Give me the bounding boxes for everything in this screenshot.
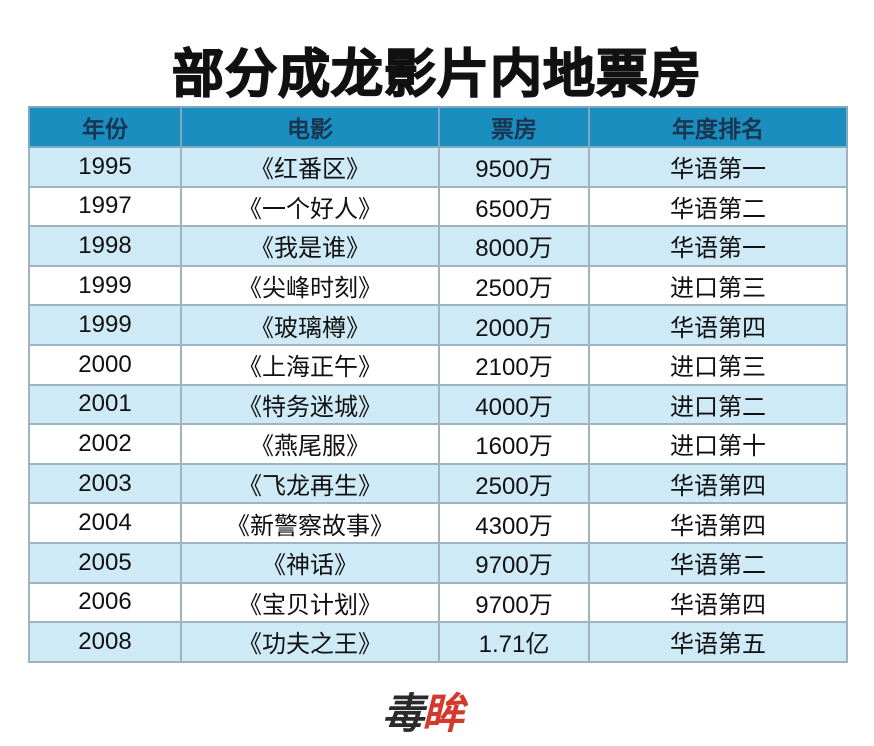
table-row: 1995 《红番区》 9500万 华语第一 [28,146,848,188]
table-row: 2005 《神话》 9700万 华语第二 [28,541,848,584]
cell-rank: 华语第四 [588,502,848,544]
header-rank: 年度排名 [588,106,848,148]
cell-year: 2006 [28,581,182,624]
cell-year: 2000 [28,343,182,386]
table-row: 1999 《玻璃樽》 2000万 华语第四 [28,304,848,346]
cell-year: 1999 [28,304,182,346]
cell-box-office: 9500万 [438,146,590,188]
cell-box-office: 9700万 [438,581,590,624]
cell-rank: 进口第十 [588,423,848,465]
header-year: 年份 [28,106,182,148]
cell-film: 《我是谁》 [180,225,440,267]
cell-film: 《玻璃樽》 [180,304,440,346]
cell-box-office: 2100万 [438,343,590,386]
cell-film: 《燕尾服》 [180,423,440,465]
cell-box-office: 9700万 [438,541,590,584]
table-row: 1997 《一个好人》 6500万 华语第二 [28,185,848,228]
cell-year: 1998 [28,225,182,267]
cell-box-office: 2000万 [438,304,590,346]
table-row: 2000 《上海正午》 2100万 进口第三 [28,343,848,386]
cell-film: 《特务迷城》 [180,383,440,426]
cell-rank: 华语第五 [588,621,848,663]
cell-year: 1999 [28,264,182,307]
cell-box-office: 4300万 [438,502,590,544]
cell-rank: 华语第一 [588,225,848,267]
cell-film: 《一个好人》 [180,185,440,228]
header-film: 电影 [180,106,440,148]
table-row: 2002 《燕尾服》 1600万 进口第十 [28,423,848,465]
table-row: 2004 《新警察故事》 4300万 华语第四 [28,502,848,544]
logo-text: 毒 [382,689,424,738]
cell-year: 1995 [28,146,182,188]
table-row: 2003 《飞龙再生》 2500万 华语第四 [28,462,848,505]
cell-rank: 华语第二 [588,185,848,228]
cell-rank: 进口第三 [588,264,848,307]
cell-box-office: 6500万 [438,185,590,228]
logo-text-accent: 眸 [422,689,464,738]
cell-film: 《飞龙再生》 [180,462,440,505]
cell-year: 2001 [28,383,182,426]
cell-film: 《宝贝计划》 [180,581,440,624]
cell-box-office: 1600万 [438,423,590,465]
cell-rank: 华语第一 [588,146,848,188]
cell-rank: 华语第二 [588,541,848,584]
cell-film: 《功夫之王》 [180,621,440,663]
table-header-row: 年份 电影 票房 年度排名 [28,106,848,148]
table-row: 2001 《特务迷城》 4000万 进口第二 [28,383,848,426]
page-title: 部分成龙影片内地票房 [171,44,702,106]
cell-box-office: 4000万 [438,383,590,426]
cell-rank: 进口第三 [588,343,848,386]
cell-box-office: 2500万 [438,462,590,505]
cell-year: 2004 [28,502,182,544]
cell-film: 《红番区》 [180,146,440,188]
cell-rank: 华语第四 [588,462,848,505]
box-office-table: 年份 电影 票房 年度排名 1995 《红番区》 9500万 华语第一 1997 《一个好… [28,106,848,663]
cell-year: 2008 [28,621,182,663]
cell-box-office: 2500万 [438,264,590,307]
table-row: 2008 《功夫之王》 1.71亿 华语第五 [28,621,848,663]
logo: 毒眸 [382,680,464,741]
cell-film: 《上海正午》 [180,343,440,386]
cell-box-office: 8000万 [438,225,590,267]
cell-year: 2003 [28,462,182,505]
table-row: 2006 《宝贝计划》 9700万 华语第四 [28,581,848,624]
cell-film: 《新警察故事》 [180,502,440,544]
cell-year: 2002 [28,423,182,465]
header-box-office: 票房 [438,106,590,148]
cell-box-office: 1.71亿 [438,621,590,663]
cell-rank: 华语第四 [588,304,848,346]
table-row: 1999 《尖峰时刻》 2500万 进口第三 [28,264,848,307]
cell-rank: 进口第二 [588,383,848,426]
cell-year: 1997 [28,185,182,228]
cell-film: 《尖峰时刻》 [180,264,440,307]
table-row: 1998 《我是谁》 8000万 华语第一 [28,225,848,267]
cell-year: 2005 [28,541,182,584]
cell-rank: 华语第四 [588,581,848,624]
cell-film: 《神话》 [180,541,440,584]
